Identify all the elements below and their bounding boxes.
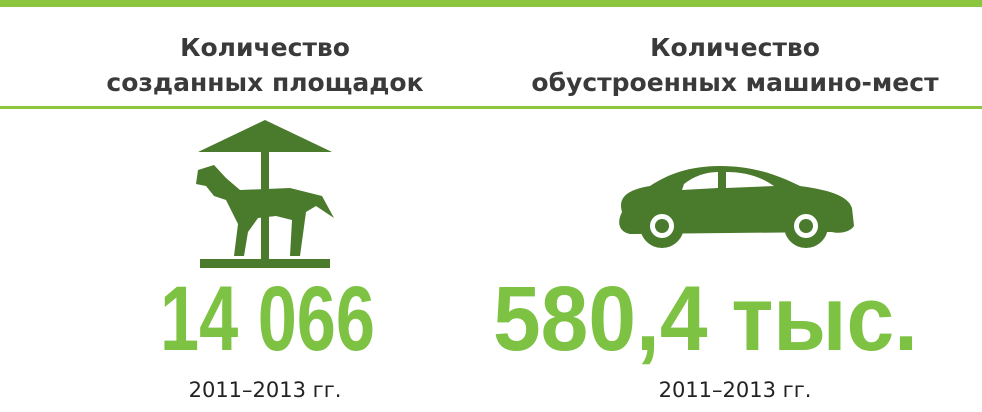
column-title: созданных площадок	[106, 68, 423, 97]
top-rule	[0, 0, 982, 7]
big-value: 14 066	[160, 268, 375, 370]
mid-rule	[0, 106, 982, 109]
column-title: обустроенных машино-мест	[531, 68, 939, 97]
car-icon	[619, 166, 854, 248]
column-title: Количество	[650, 33, 820, 62]
period: 2011–2013 гг.	[189, 378, 342, 402]
carousel-icon	[196, 120, 334, 268]
column-title: Количество	[180, 33, 350, 62]
period: 2011–2013 гг.	[659, 378, 812, 402]
big-value: 580,4 тыс.	[493, 268, 918, 370]
